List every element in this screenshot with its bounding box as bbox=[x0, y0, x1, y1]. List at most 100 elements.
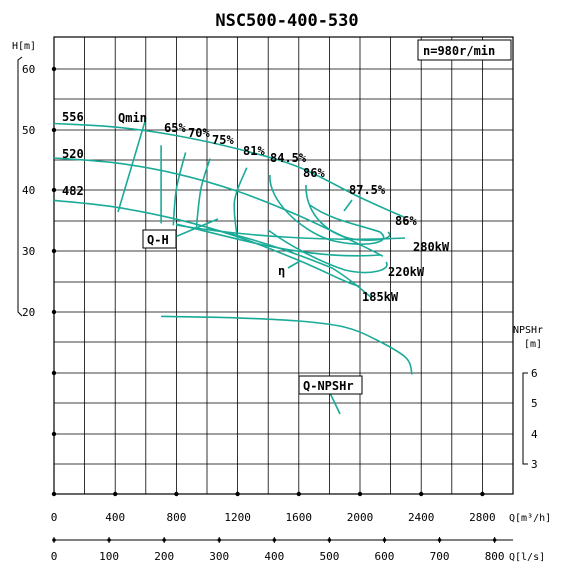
efficiency-island bbox=[269, 174, 385, 245]
q-m3h-tick-label: 2400 bbox=[408, 511, 435, 524]
qh-label-box bbox=[142, 229, 177, 249]
power-label: 220kW bbox=[388, 265, 425, 279]
efficiency-label: 87.5% bbox=[349, 183, 386, 197]
head-axis-line bbox=[17, 56, 23, 317]
qmin-label: Qmin bbox=[118, 111, 147, 125]
q-m3h-tick-label: 2000 bbox=[347, 511, 374, 524]
qmin-leader bbox=[117, 117, 147, 213]
q-ls-dot bbox=[437, 538, 442, 542]
chart-curves bbox=[53, 117, 413, 415]
efficiency-label: 75% bbox=[212, 133, 234, 147]
efficiency-label: 65% bbox=[164, 121, 186, 135]
npsh-axis-unit: [m] bbox=[524, 339, 542, 350]
axis-dot bbox=[419, 491, 424, 497]
q-ls-tick-label: 100 bbox=[99, 550, 119, 563]
q-m3h-tick-label: 1200 bbox=[224, 511, 251, 524]
q-ls-dot bbox=[492, 538, 497, 542]
efficiency-curve-70% bbox=[172, 152, 187, 226]
npsh-tick-label: 5 bbox=[531, 397, 538, 410]
q-ls-dot bbox=[52, 538, 56, 542]
npsh-tick-label: 4 bbox=[531, 428, 538, 441]
head-tick-label: 30 bbox=[22, 245, 35, 258]
axis-dot bbox=[113, 491, 118, 497]
npshr-label-box bbox=[298, 375, 363, 395]
npshr-curve bbox=[161, 315, 413, 375]
axis-dot bbox=[51, 370, 57, 376]
q-ls-axis-label: Q[l/s] bbox=[509, 552, 545, 563]
head-tick-label: 50 bbox=[22, 124, 35, 137]
head-tick-label: 60 bbox=[22, 63, 35, 76]
efficiency-label: 86% bbox=[303, 166, 325, 180]
q-m3h-tick-label: 2800 bbox=[469, 511, 496, 524]
q-ls-tick-label: 400 bbox=[264, 550, 284, 563]
axis-dot bbox=[51, 309, 57, 315]
npsh-axis-label: NPSHr bbox=[513, 325, 543, 336]
axis-dot bbox=[296, 491, 301, 497]
axis-dot bbox=[51, 491, 57, 497]
q-m3h-tick-label: 1600 bbox=[286, 511, 313, 524]
npsh-tick-label: 6 bbox=[531, 367, 538, 380]
q-ls-dot bbox=[217, 538, 222, 542]
q-m3h-tick-label: 800 bbox=[166, 511, 186, 524]
impeller-label-520: 520 bbox=[62, 147, 84, 161]
q-ls-tick-label: 600 bbox=[375, 550, 395, 563]
q-ls-dot bbox=[107, 538, 111, 542]
qh-leader bbox=[169, 218, 219, 240]
q-ls-tick-label: 0 bbox=[51, 550, 58, 563]
q-ls-tick-label: 800 bbox=[485, 550, 505, 563]
efficiency-island bbox=[267, 229, 388, 274]
q-ls-tick-label: 300 bbox=[209, 550, 229, 563]
efficiency-label: 84.5% bbox=[270, 151, 307, 165]
impeller-label-556: 556 bbox=[62, 110, 84, 124]
axis-dot bbox=[51, 431, 57, 437]
power-curve bbox=[207, 227, 373, 299]
power-curve bbox=[175, 224, 406, 241]
speed-label: n=980r/min bbox=[423, 44, 495, 58]
impeller-label-482: 482 bbox=[62, 184, 84, 198]
npshr-label: Q-NPSHr bbox=[303, 379, 354, 393]
efficiency-curve-81% bbox=[233, 167, 248, 241]
chart-title: NSC500-400-530 bbox=[215, 11, 358, 31]
q-m3h-tick-label: 0 bbox=[51, 511, 58, 524]
power-label: 280kW bbox=[413, 240, 450, 254]
q-ls-dot bbox=[382, 538, 387, 542]
efficiency-label: 86% bbox=[395, 214, 417, 228]
q-ls-tick-label: 500 bbox=[319, 550, 339, 563]
q-ls-dot bbox=[272, 538, 277, 542]
axis-dot bbox=[51, 187, 57, 193]
npshr-leader bbox=[329, 392, 341, 415]
npsh-tick-label: 3 bbox=[531, 458, 538, 471]
q-ls-dot bbox=[327, 538, 332, 542]
head-tick-label: 20 bbox=[22, 306, 35, 319]
efficiency-label: 81% bbox=[243, 144, 265, 158]
plot-frame bbox=[53, 36, 514, 495]
chart-grid bbox=[51, 36, 514, 497]
axis-dot bbox=[51, 248, 57, 254]
eta-label: η bbox=[278, 264, 285, 278]
efficiency-curve-75% bbox=[195, 158, 211, 229]
axis-dot bbox=[51, 127, 57, 133]
axis-dot bbox=[480, 491, 485, 497]
efficiency-label: 70% bbox=[188, 126, 210, 140]
axis-dot bbox=[174, 491, 179, 497]
q-ls-tick-label: 700 bbox=[430, 550, 450, 563]
head-curve-556 bbox=[53, 122, 407, 219]
power-label: 185kW bbox=[362, 290, 399, 304]
head-tick-label: 40 bbox=[22, 184, 35, 197]
q-m3h-tick-label: 400 bbox=[105, 511, 125, 524]
axis-dot bbox=[357, 491, 363, 497]
npsh-axis-line bbox=[522, 372, 528, 465]
axis-dot bbox=[235, 491, 240, 497]
q-ls-dot bbox=[162, 538, 166, 542]
axis-dot bbox=[51, 66, 57, 72]
head-axis-label: H[m] bbox=[12, 41, 36, 52]
qh-label: Q-H bbox=[147, 233, 169, 247]
q-ls-tick-label: 200 bbox=[154, 550, 174, 563]
eff875-leader bbox=[343, 199, 353, 212]
eta-leader bbox=[287, 260, 301, 269]
speed-box bbox=[417, 39, 512, 61]
q-m3h-axis-label: Q[m³/h] bbox=[509, 513, 551, 524]
